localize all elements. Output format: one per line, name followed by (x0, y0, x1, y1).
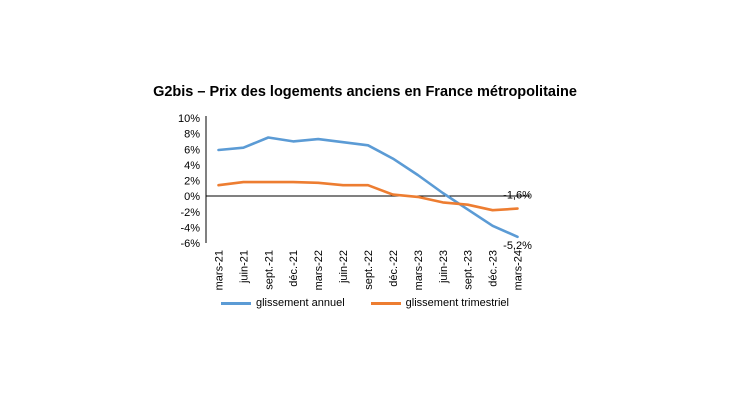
series-lines (217, 136, 519, 239)
x-tick-label: déc.-22 (388, 250, 400, 287)
y-tick-label: 10% (178, 113, 200, 125)
x-tick-label: mars-21 (213, 250, 225, 290)
x-tick-label: sept.-21 (263, 250, 275, 290)
x-tick-label: mars-23 (413, 250, 425, 290)
y-tick-label: -2% (180, 207, 200, 219)
x-tick-label: juin-23 (438, 250, 450, 284)
end-value-label: -5,2% (503, 240, 532, 252)
x-tick-label: déc.-21 (288, 250, 300, 287)
x-axis-ticks: mars-21 juin-21 sept.-21 déc.-21 mars-22 juin… (213, 250, 524, 290)
y-tick-label: -6% (180, 238, 200, 250)
data-annotations: -1,6% -5,2% (503, 190, 532, 252)
y-tick-label: 0% (184, 191, 200, 203)
legend-item-annual: glissement annuel (221, 297, 345, 309)
legend: glissement annuel glissement trimestriel (0, 297, 730, 309)
x-tick-label: sept.-23 (463, 250, 475, 290)
end-value-label: -1,6% (503, 190, 532, 202)
y-tick-label: 8% (184, 129, 200, 141)
x-tick-label: juin-22 (338, 250, 350, 284)
y-tick-label: 2% (184, 176, 200, 188)
x-tick-label: déc.-23 (488, 250, 500, 287)
series-line-quarterly (217, 180, 519, 212)
series-line-annual (217, 136, 519, 239)
legend-label-quarterly: glissement trimestriel (405, 297, 509, 309)
y-tick-label: 4% (184, 160, 200, 172)
legend-label-annual: glissement annuel (256, 297, 345, 309)
y-tick-label: -4% (180, 222, 200, 234)
x-tick-label: sept.-22 (363, 250, 375, 290)
x-tick-label: mars-22 (313, 250, 325, 290)
legend-item-quarterly: glissement trimestriel (370, 297, 509, 309)
legend-swatch-annual (221, 301, 251, 305)
legend-swatch-quarterly (370, 301, 401, 305)
x-tick-label: mars-24 (513, 250, 525, 290)
y-tick-label: 6% (184, 144, 200, 156)
y-axis-ticks: 10% 8% 6% 4% 2% 0% -2% -4% -6% (178, 113, 200, 250)
x-tick-label: juin-21 (238, 250, 250, 284)
chart-title: G2bis – Prix des logements anciens en Fr… (153, 84, 577, 100)
